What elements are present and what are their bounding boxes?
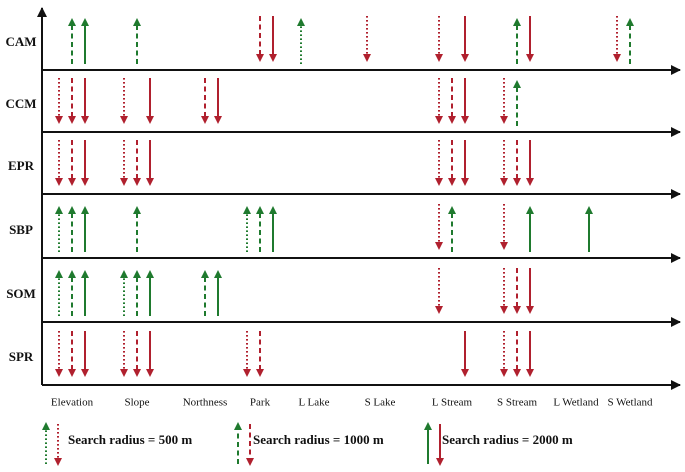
row-label-epr: EPR xyxy=(8,158,35,173)
row-label-sbp: SBP xyxy=(9,222,33,237)
row-label-spr: SPR xyxy=(9,349,34,364)
column-label-l-stream: L Stream xyxy=(432,397,473,409)
legend-label-1000: Search radius = 1000 m xyxy=(253,432,384,447)
column-label-slope: Slope xyxy=(124,397,149,409)
row-labels: CAM CCM EPR SBP SOM SPR xyxy=(5,34,36,364)
row-label-cam: CAM xyxy=(5,34,36,49)
legend-item-1000: Search radius = 1000 m xyxy=(234,422,384,466)
column-label-s-stream: S Stream xyxy=(497,397,537,409)
legend-item-500: Search radius = 500 m xyxy=(42,422,192,466)
legend: Search radius = 500 m Search radius = 100… xyxy=(42,422,573,466)
column-label-s-wetland: S Wetland xyxy=(607,397,653,409)
column-label-l-lake: L Lake xyxy=(298,397,329,409)
column-label-park: Park xyxy=(250,397,271,409)
legend-item-2000: Search radius = 2000 m xyxy=(424,422,573,466)
column-label-elevation: Elevation xyxy=(51,397,94,409)
column-labels: Elevation Slope Northness Park L Lake S Lake L… xyxy=(51,397,653,409)
legend-label-500: Search radius = 500 m xyxy=(68,432,192,447)
column-label-l-wetland: L Wetland xyxy=(553,397,599,409)
effect-arrows xyxy=(55,16,634,377)
axes-layer xyxy=(37,7,681,390)
column-label-northness: Northness xyxy=(183,397,228,409)
row-label-som: SOM xyxy=(6,286,36,301)
legend-label-2000: Search radius = 2000 m xyxy=(442,432,573,447)
row-label-ccm: CCM xyxy=(5,96,36,111)
column-label-s-lake: S Lake xyxy=(365,397,396,409)
